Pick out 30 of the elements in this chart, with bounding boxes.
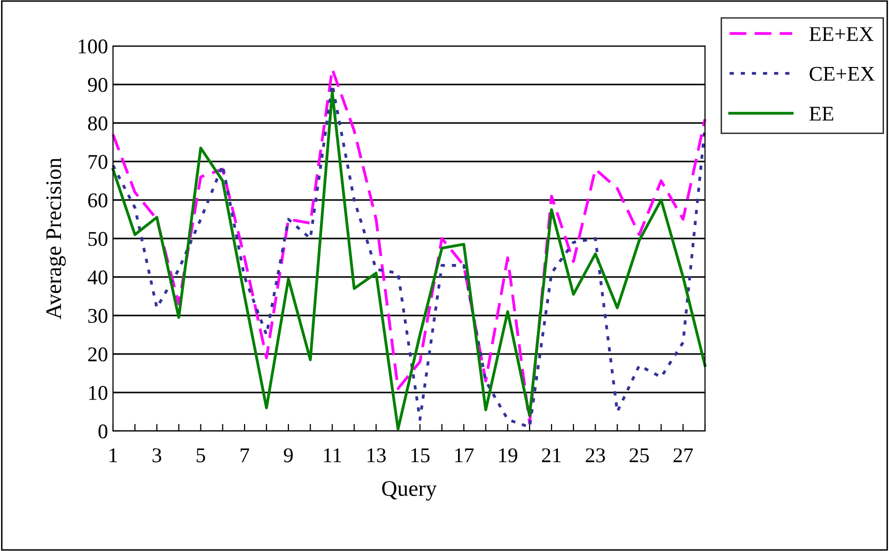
x-tick-label: 17 [455,448,474,462]
legend-label: CE+EX [810,66,875,81]
y-tick-label: 90 [88,78,108,92]
x-tick-label: 7 [240,448,250,462]
y-tick-label: 100 [78,39,108,54]
y-tick-label: 0 [98,424,108,438]
x-tick-label: 11 [324,448,342,462]
x-tick-label: 15 [411,448,430,462]
x-tick-label: 25 [630,448,649,462]
x-tick-label: 9 [284,448,293,462]
y-tick-label: 20 [88,347,108,362]
x-tick-label: 21 [542,448,561,462]
x-tick-label: 3 [152,448,162,462]
y-tick-label: 30 [88,308,108,323]
legend-label: EE+EX [809,27,874,41]
x-tick-label: 1 [110,448,117,462]
x-tick-label: 5 [196,448,206,462]
y-tick-label: 10 [89,386,108,400]
x-tick-label: 27 [674,448,693,462]
y-axis-title: Average Precision [46,158,66,320]
y-tick-label: 70 [88,154,108,169]
y-tick-label: 60 [88,193,108,208]
x-tick-label: 23 [586,448,605,462]
y-tick-label: 80 [88,116,108,130]
x-tick-label: 13 [368,448,386,462]
y-tick-label: 40 [88,270,108,284]
x-axis-title: Query [382,481,437,501]
x-tick-label: 19 [499,448,518,462]
legend-label: EE [809,106,834,121]
y-tick-label: 50 [88,232,108,246]
